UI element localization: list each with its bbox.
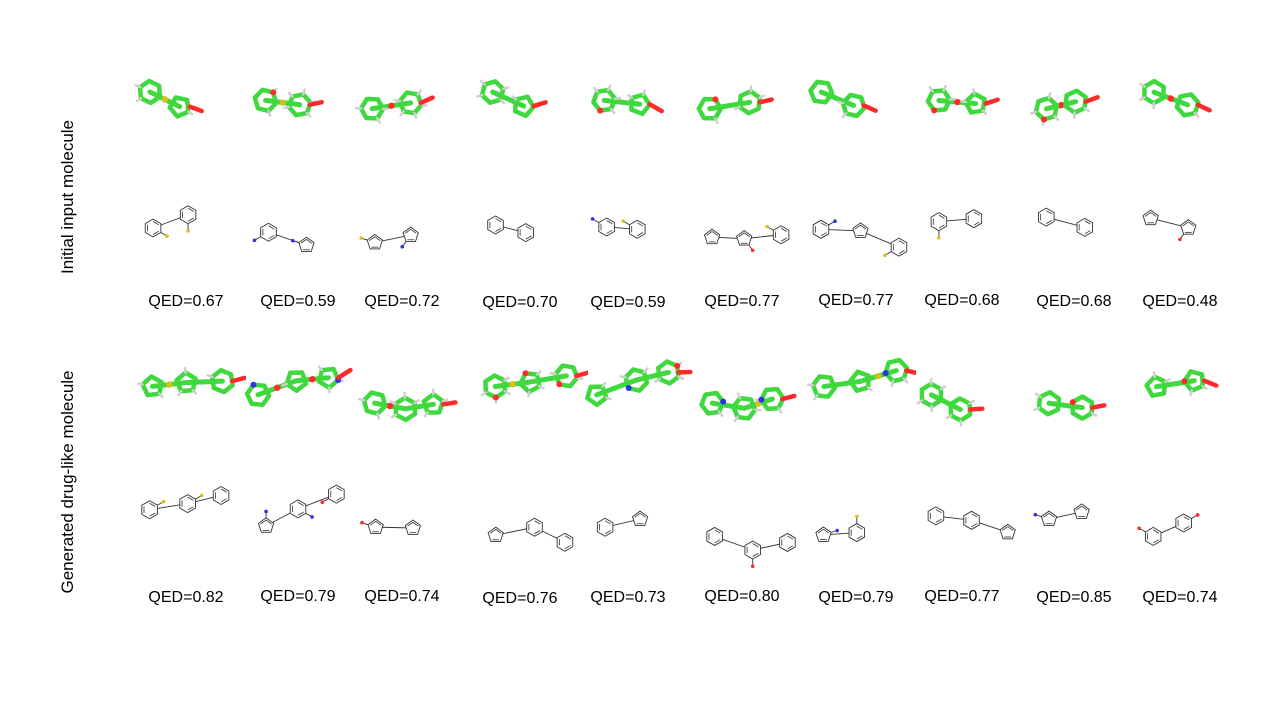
initial-3d-structure-7: [808, 79, 878, 119]
initial-2d-structure-2: [252, 222, 315, 253]
generated-2d-structure-4: [487, 517, 574, 552]
generated-3d-structure-6: [699, 386, 797, 423]
generated-qed-label-3: QED=0.74: [364, 588, 440, 605]
generated-3d-structure-2: [244, 365, 353, 408]
generated-qed-label-9: QED=0.85: [1036, 589, 1112, 606]
generated-2d-structure-5: [596, 510, 649, 537]
generated-3d-structure-7: [806, 357, 916, 401]
generated-qed-label-8: QED=0.77: [924, 588, 1000, 605]
generated-qed-label-7: QED=0.79: [818, 589, 894, 606]
generated-qed-label-4: QED=0.76: [482, 590, 558, 607]
initial-qed-label-5: QED=0.59: [590, 294, 666, 311]
generated-2d-structure-9: [1033, 503, 1090, 526]
initial-2d-structure-8: [930, 209, 983, 240]
initial-qed-label-2: QED=0.59: [260, 293, 336, 310]
generated-2d-structure-1: [141, 485, 230, 520]
initial-qed-label-4: QED=0.70: [482, 294, 558, 311]
initial-2d-structure-3: [359, 226, 419, 250]
initial-2d-structure-1: [144, 205, 197, 238]
generated-qed-label-1: QED=0.82: [148, 589, 224, 606]
generated-3d-structure-5: [585, 359, 693, 408]
initial-3d-structure-9: [1029, 88, 1100, 126]
initial-2d-structure-9: [1038, 207, 1094, 237]
generated-2d-structure-6: [706, 526, 796, 568]
generated-3d-structure-1: [137, 366, 246, 399]
initial-qed-label-6: QED=0.77: [704, 293, 780, 310]
initial-3d-structure-4: [476, 79, 548, 119]
generated-qed-label-10: QED=0.74: [1142, 589, 1218, 606]
initial-2d-structure-5: [590, 217, 646, 239]
initial-qed-label-9: QED=0.68: [1036, 293, 1112, 310]
initial-3d-structure-1: [134, 78, 204, 119]
generated-2d-structure-7: [815, 514, 866, 543]
initial-3d-structure-8: [925, 84, 1000, 116]
generated-3d-structure-9: [1033, 390, 1107, 421]
generated-3d-structure-3: [357, 388, 458, 423]
generated-2d-structure-8: [927, 506, 1016, 540]
initial-3d-structure-3: [354, 89, 435, 124]
initial-2d-structure-7: [812, 219, 908, 258]
generated-qed-label-6: QED=0.80: [704, 588, 780, 605]
initial-qed-label-1: QED=0.67: [148, 293, 224, 310]
generated-2d-structure-10: [1137, 513, 1200, 546]
initial-qed-label-7: QED=0.77: [818, 292, 894, 309]
row-label-generated: Generated drug-like molecule: [58, 370, 77, 594]
initial-2d-structure-4: [487, 215, 534, 243]
generated-qed-label-5: QED=0.73: [590, 589, 666, 606]
generated-3d-structure-8: [916, 377, 985, 427]
initial-3d-structure-10: [1138, 78, 1212, 119]
initial-3d-structure-5: [591, 84, 664, 117]
initial-2d-structure-10: [1142, 209, 1197, 242]
initial-qed-label-3: QED=0.72: [364, 293, 440, 310]
generated-2d-structure-3: [360, 518, 422, 535]
initial-qed-label-8: QED=0.68: [924, 292, 1000, 309]
generated-3d-structure-4: [480, 363, 588, 404]
generated-2d-structure-2: [257, 484, 345, 533]
row-label-initial: Initial input molecule: [58, 119, 77, 275]
initial-3d-structure-6: [696, 85, 774, 124]
initial-3d-structure-2: [252, 87, 324, 118]
initial-qed-label-10: QED=0.48: [1142, 293, 1218, 310]
initial-2d-structure-6: [703, 224, 790, 253]
generated-3d-structure-10: [1144, 369, 1219, 398]
generated-qed-label-2: QED=0.79: [260, 588, 336, 605]
